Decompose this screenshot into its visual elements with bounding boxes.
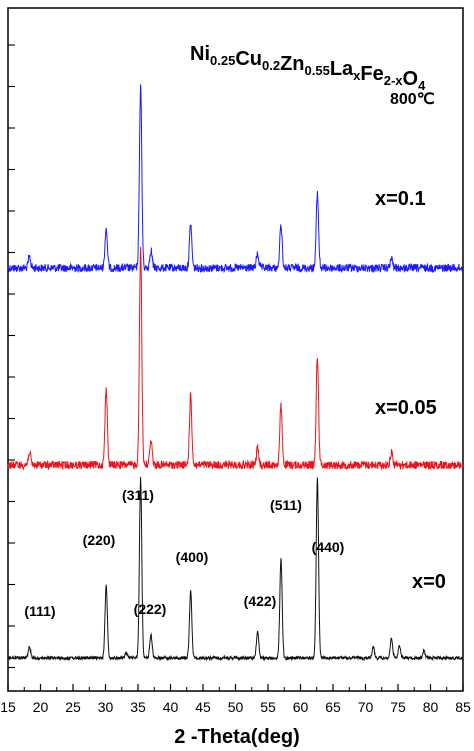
formula-subscript: 0.55 (305, 63, 330, 78)
x-tick-label: 40 (163, 699, 179, 715)
x-tick-label: 70 (358, 699, 374, 715)
formula-subscript: 0.2 (262, 58, 280, 73)
miller-index-label: (311) (122, 487, 154, 503)
miller-index-label: (222) (134, 601, 167, 617)
formula-element: Ni (190, 43, 210, 65)
x-axis-ticks: 15 20 25 30 35 40 45 50 55 60 65 70 75 80 85 (0, 684, 471, 715)
miller-index-label: (422) (244, 593, 277, 609)
miller-index-label: (400) (176, 549, 209, 565)
formula-element: Fe (360, 63, 383, 85)
series-line (7, 84, 463, 274)
miller-index-labels: (111) (220) (311) (222) (400) (422) (511) (440) (24, 487, 344, 619)
x-tick-label: 45 (195, 699, 211, 715)
x-tick-label: 75 (390, 699, 406, 715)
miller-index-label: (440) (312, 539, 345, 555)
y-axis-ticks (8, 44, 15, 669)
composition-formula: Ni0.25Cu0.2Zn0.55LaxFe2-xO4 (190, 43, 426, 93)
x-tick-label: 65 (325, 699, 341, 715)
series-line (7, 476, 464, 662)
miller-index-label: (111) (24, 603, 55, 619)
plot-frame (7, 7, 464, 692)
x-tick-label: 15 (0, 699, 16, 715)
formula-element: Zn (280, 53, 304, 75)
formula-subscript: 4 (418, 78, 426, 93)
formula-element: Cu (235, 48, 262, 70)
x-tick-label: 60 (293, 699, 309, 715)
series-labels: x=0.1 x=0.05 x=0 (375, 188, 446, 593)
x-tick-label: 80 (423, 699, 439, 715)
series-label: x=0.1 (375, 188, 426, 210)
x-tick-label: 20 (33, 699, 49, 715)
x-tick-label: 85 (455, 699, 471, 715)
series-label: x=0 (412, 571, 446, 593)
formula-subscript: 0.25 (210, 53, 235, 68)
x-tick-label: 25 (65, 699, 81, 715)
x-tick-label: 30 (98, 699, 114, 715)
x-tick-label: 55 (260, 699, 276, 715)
series-layer (7, 84, 464, 662)
x-axis-label: 2 -Theta(deg) (174, 726, 300, 748)
temperature-label: 800℃ (390, 91, 435, 108)
miller-index-label: (511) (270, 497, 302, 513)
formula-subscript: x (353, 68, 361, 83)
series-line (7, 246, 464, 471)
formula-element: O (403, 68, 419, 90)
x-tick-label: 35 (130, 699, 146, 715)
x-tick-label: 50 (228, 699, 244, 715)
formula-subscript: 2-x (384, 73, 404, 88)
formula-element: La (330, 58, 354, 80)
series-label: x=0.05 (375, 397, 437, 419)
miller-index-label: (220) (83, 532, 116, 548)
